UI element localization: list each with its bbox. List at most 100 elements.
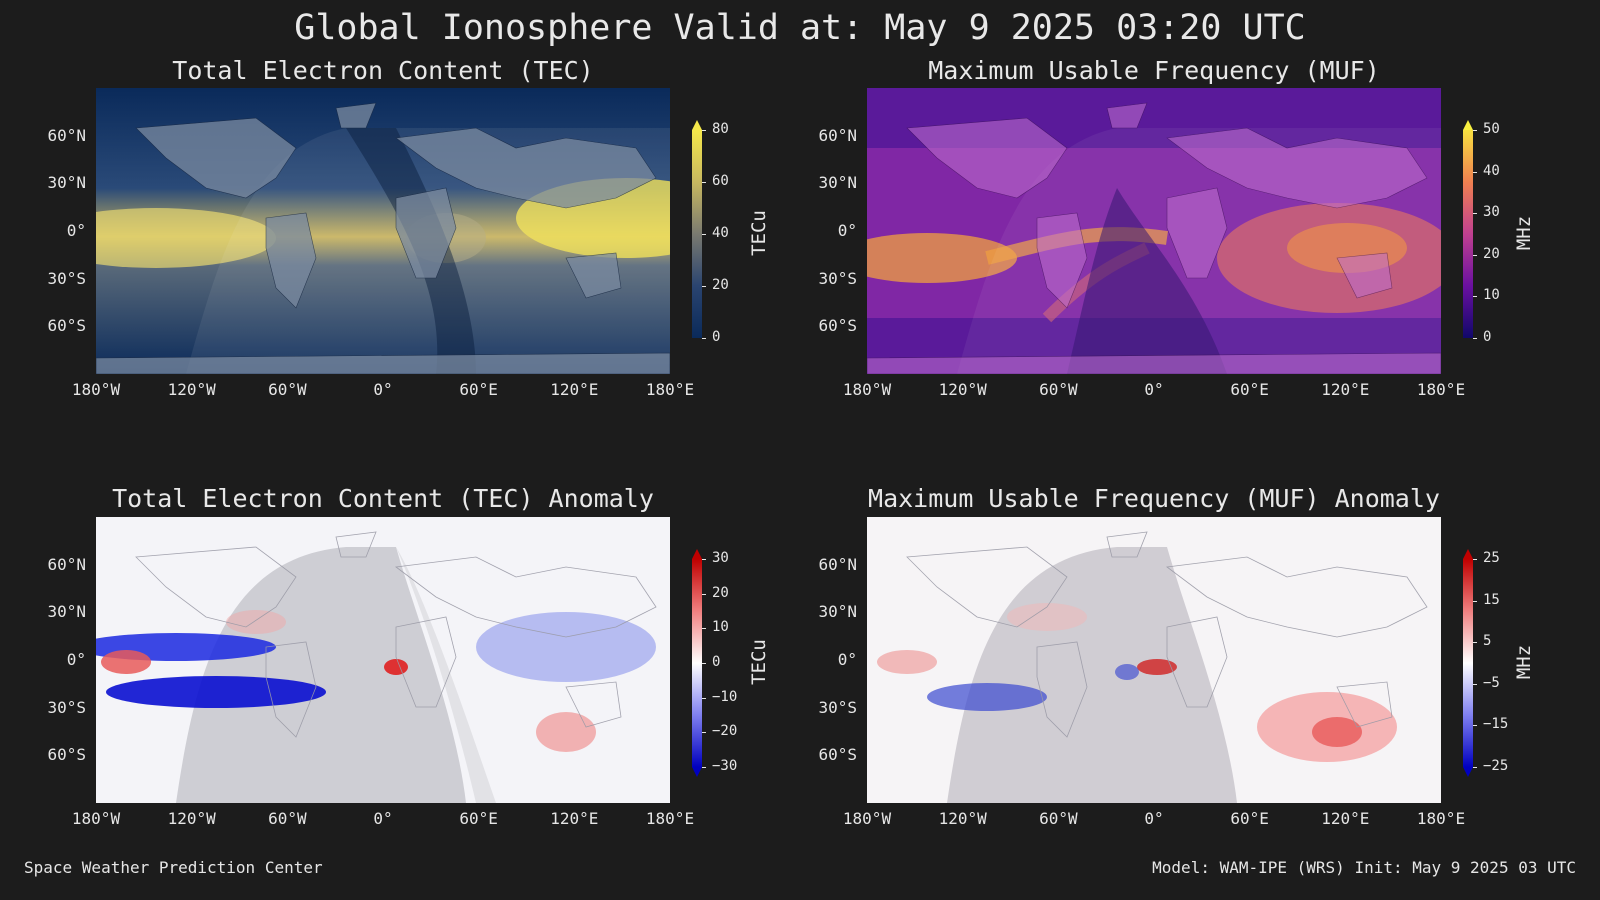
- lon-tick-label: 180°E: [645, 380, 695, 399]
- colorbar-tick-label: 0: [712, 329, 721, 345]
- tec-map[interactable]: [96, 88, 670, 374]
- colorbar-tick-label: −25: [1483, 758, 1509, 774]
- colorbar-unit-label: MHz: [1513, 215, 1536, 251]
- lat-tick-label: 60°S: [818, 316, 857, 336]
- colorbar: [692, 559, 702, 767]
- footer-right: Model: WAM-IPE (WRS) Init: May 9 2025 03…: [1152, 858, 1576, 877]
- colorbar-tick: [1473, 767, 1477, 768]
- lat-tick-label: 30°S: [47, 697, 86, 717]
- lon-tick-label: 120°W: [938, 380, 987, 399]
- colorbar-max-extend: [1463, 120, 1473, 130]
- colorbar-tick-label: −30: [712, 758, 738, 774]
- colorbar-tick: [702, 628, 706, 630]
- colorbar-tick: [1473, 683, 1477, 685]
- lon-tick-label: 120°W: [167, 380, 216, 399]
- colorbar-tick-label: 0: [712, 654, 721, 670]
- lat-tick-label: 0°: [837, 650, 857, 669]
- footer-left: Space Weather Prediction Center: [24, 858, 323, 877]
- lat-tick-label: 0°: [837, 221, 857, 240]
- colorbar-unit-label: MHz: [1513, 644, 1536, 680]
- colorbar-tick: [1473, 725, 1477, 727]
- colorbar-tick-label: 20: [712, 277, 729, 293]
- lon-tick-label: 120°W: [167, 809, 216, 828]
- lon-tick-label: 180°E: [1416, 380, 1466, 399]
- colorbar: [1463, 559, 1473, 767]
- colorbar-tick: [702, 732, 706, 734]
- colorbar-tick: [1473, 213, 1477, 215]
- colorbar-tick-label: −5: [1483, 674, 1500, 691]
- lat-tick-label: 30°N: [47, 173, 86, 193]
- lon-tick-label: 60°W: [268, 380, 307, 399]
- colorbar-tick: [702, 767, 706, 768]
- lon-tick-label: 180°E: [645, 809, 695, 828]
- tec-panel-title: Total Electron Content (TEC): [172, 56, 594, 85]
- colorbar-tick-label: −20: [712, 723, 738, 740]
- colorbar-max-extend: [1463, 549, 1473, 559]
- colorbar-tick-label: 60: [712, 173, 729, 189]
- lat-tick-label: 30°S: [818, 268, 857, 288]
- lon-tick-label: 180°W: [71, 809, 121, 828]
- muf-anomaly-panel-title: Maximum Usable Frequency (MUF) Anomaly: [868, 484, 1440, 513]
- colorbar-tick-label: 0: [1483, 329, 1492, 345]
- tec-anomaly-panel-title: Total Electron Content (TEC) Anomaly: [112, 484, 654, 513]
- colorbar-tick-label: 10: [1483, 287, 1500, 304]
- colorbar-tick: [702, 338, 706, 339]
- colorbar-tick: [1473, 296, 1477, 298]
- colorbar-tick-label: 50: [1483, 121, 1500, 137]
- colorbar-tick-label: 5: [1483, 633, 1492, 650]
- lon-tick-label: 120°E: [1321, 809, 1370, 828]
- lon-tick-label: 120°W: [938, 809, 987, 828]
- lon-tick-label: 60°E: [1230, 380, 1269, 399]
- colorbar-tick: [702, 286, 706, 287]
- lat-tick-label: 30°S: [818, 697, 857, 717]
- lon-tick-label: 60°W: [1039, 809, 1078, 828]
- lon-tick-label: 180°E: [1416, 809, 1466, 828]
- muf-map[interactable]: [867, 88, 1441, 374]
- colorbar-tick-label: 15: [1483, 591, 1500, 608]
- colorbar-unit-label: TECu: [747, 210, 770, 256]
- lat-tick-label: 60°S: [47, 316, 86, 336]
- colorbar-min-extend: [692, 767, 702, 777]
- lon-tick-label: 180°W: [842, 809, 892, 828]
- colorbar-tick-label: 25: [1483, 550, 1500, 566]
- lat-tick-label: 60°N: [47, 554, 86, 574]
- lat-tick-label: 60°N: [818, 125, 857, 145]
- colorbar: [692, 130, 702, 338]
- lon-tick-label: 60°E: [459, 380, 498, 399]
- lat-tick-label: 0°: [66, 650, 86, 669]
- lon-tick-label: 180°W: [71, 380, 121, 399]
- lon-tick-label: 0°: [1144, 809, 1164, 828]
- colorbar: [1463, 130, 1473, 338]
- colorbar-tick: [702, 697, 706, 699]
- colorbar-tick-label: 10: [712, 619, 729, 636]
- colorbar-tick-label: 20: [712, 584, 729, 601]
- lat-tick-label: 30°N: [818, 602, 857, 622]
- colorbar-tick-label: 20: [1483, 245, 1500, 262]
- colorbar-max-extend: [692, 120, 702, 130]
- lat-tick-label: 60°N: [818, 554, 857, 574]
- colorbar-tick: [1473, 338, 1477, 339]
- colorbar-tick: [1473, 254, 1477, 256]
- colorbar-tick-label: −10: [712, 688, 738, 705]
- lon-tick-label: 120°E: [550, 380, 599, 399]
- lat-tick-label: 0°: [66, 221, 86, 240]
- main-title: Global Ionosphere Valid at: May 9 2025 0…: [294, 8, 1306, 48]
- colorbar-tick: [702, 663, 706, 664]
- lon-tick-label: 60°W: [1039, 380, 1078, 399]
- muf-anomaly-map[interactable]: [867, 517, 1441, 803]
- lat-tick-label: 60°S: [47, 745, 86, 765]
- lat-tick-label: 60°N: [47, 125, 86, 145]
- lon-tick-label: 60°E: [459, 809, 498, 828]
- colorbar-tick: [702, 130, 706, 131]
- tec-anomaly-map[interactable]: [96, 517, 670, 803]
- lon-tick-label: 60°W: [268, 809, 307, 828]
- colorbar-tick-label: 40: [712, 225, 729, 241]
- lon-tick-label: 0°: [373, 809, 393, 828]
- colorbar-tick: [1473, 559, 1477, 560]
- colorbar-tick: [702, 559, 706, 560]
- colorbar-unit-label: TECu: [747, 639, 770, 685]
- colorbar-tick: [1473, 171, 1477, 173]
- lon-tick-label: 120°E: [1321, 380, 1370, 399]
- muf-panel-title: Maximum Usable Frequency (MUF): [928, 56, 1380, 85]
- colorbar-tick-label: 30: [1483, 204, 1500, 221]
